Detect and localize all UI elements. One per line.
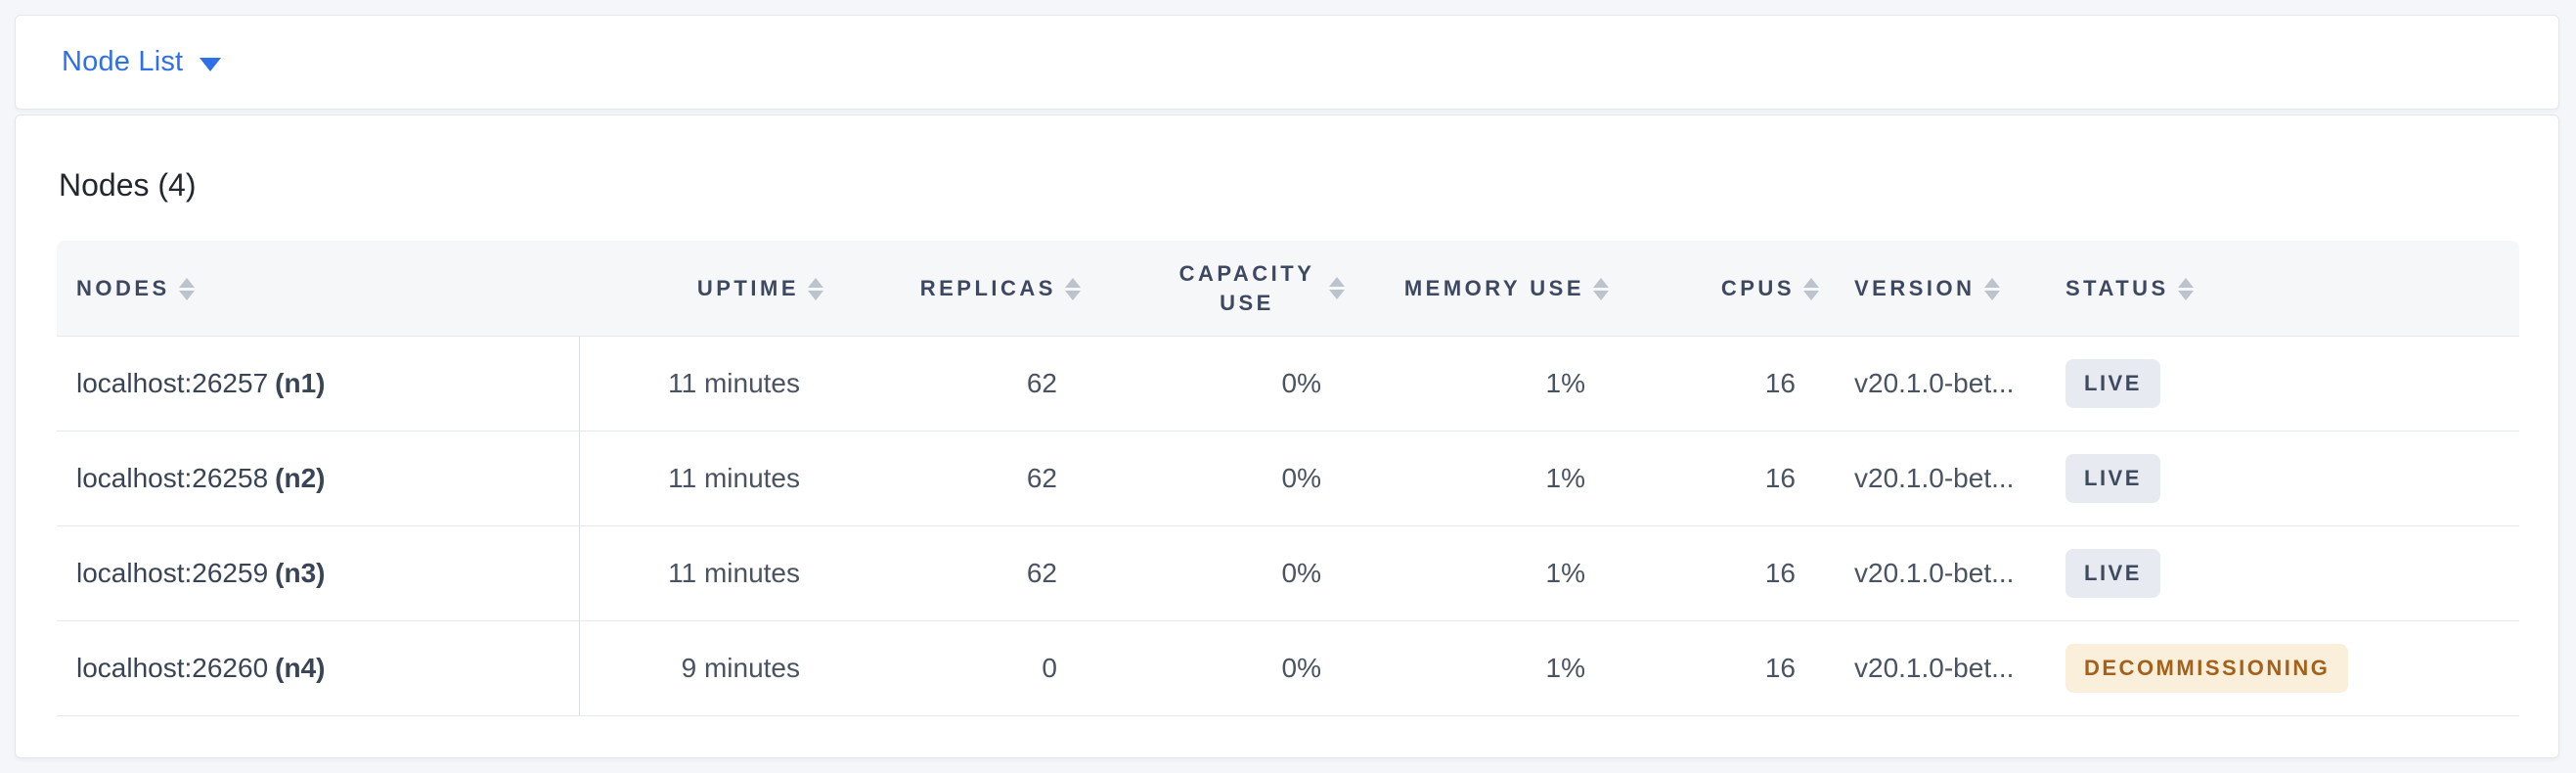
sort-icon xyxy=(1329,277,1345,299)
uptime-cell: 11 minutes xyxy=(580,432,829,526)
cpus-cell: 16 xyxy=(1615,621,1825,716)
cpus-cell: 16 xyxy=(1615,526,1825,621)
column-label-version: VERSION xyxy=(1854,276,1976,301)
cpus-cell: 16 xyxy=(1615,337,1825,432)
uptime-cell: 11 minutes xyxy=(580,337,829,432)
nodes-table: NODES UPTIME REPLICAS CAPACITY USE MEMOR… xyxy=(57,241,2519,716)
status-badge: LIVE xyxy=(2065,454,2160,503)
sort-icon xyxy=(1983,277,2000,300)
node-link[interactable]: localhost:26259 (n3) xyxy=(76,558,325,588)
column-header-nodes[interactable]: NODES xyxy=(57,241,580,337)
status-badge: DECOMMISSIONING xyxy=(2065,644,2349,693)
sort-icon xyxy=(1065,277,1081,300)
sort-icon xyxy=(178,277,195,300)
memory-use-cell: 1% xyxy=(1351,432,1615,526)
uptime-cell: 11 minutes xyxy=(580,526,829,621)
node-address: localhost:26257 xyxy=(76,368,269,398)
sort-icon xyxy=(808,277,823,300)
version-cell: v20.1.0-bet... xyxy=(1825,432,2050,526)
replicas-cell: 0 xyxy=(829,621,1087,716)
column-header-cpus[interactable]: CPUS xyxy=(1615,241,1825,337)
column-label-capacity-use: CAPACITY USE xyxy=(1178,260,1315,315)
capacity-use-cell: 0% xyxy=(1087,337,1351,432)
column-label-uptime: UPTIME xyxy=(696,276,799,301)
node-link[interactable]: localhost:26260 (n4) xyxy=(76,653,325,683)
table-row: localhost:26257 (n1) 11 minutes 62 0% 1% … xyxy=(57,337,2519,432)
memory-use-cell: 1% xyxy=(1351,621,1615,716)
table-row: localhost:26258 (n2) 11 minutes 62 0% 1% … xyxy=(57,432,2519,526)
column-label-replicas: REPLICAS xyxy=(919,276,1056,301)
column-label-memory-use: MEMORY USE xyxy=(1403,276,1584,301)
node-address: localhost:26258 xyxy=(76,463,269,493)
memory-use-cell: 1% xyxy=(1351,337,1615,432)
column-header-status[interactable]: STATUS xyxy=(2050,241,2519,337)
column-header-capacity-use[interactable]: CAPACITY USE xyxy=(1087,241,1351,337)
capacity-use-cell: 0% xyxy=(1087,526,1351,621)
uptime-cell: 9 minutes xyxy=(580,621,829,716)
replicas-cell: 62 xyxy=(829,337,1087,432)
column-header-version[interactable]: VERSION xyxy=(1825,241,2050,337)
table-row: localhost:26259 (n3) 11 minutes 62 0% 1% … xyxy=(57,526,2519,621)
view-selector-label[interactable]: Node List xyxy=(62,46,184,77)
node-link[interactable]: localhost:26257 (n1) xyxy=(76,368,325,398)
status-badge: LIVE xyxy=(2065,549,2160,598)
node-address: localhost:26259 xyxy=(76,558,269,588)
table-row: localhost:26260 (n4) 9 minutes 0 0% 1% 16… xyxy=(57,621,2519,716)
column-label-cpus: CPUS xyxy=(1720,276,1795,301)
node-id: (n4) xyxy=(275,653,326,683)
column-header-replicas[interactable]: REPLICAS xyxy=(829,241,1087,337)
cpus-cell: 16 xyxy=(1615,432,1825,526)
page-title: Nodes (4) xyxy=(59,167,197,203)
status-badge: LIVE xyxy=(2065,359,2160,408)
sort-icon xyxy=(1593,277,1609,300)
version-cell: v20.1.0-bet... xyxy=(1825,621,2050,716)
sort-icon xyxy=(1803,277,1819,300)
node-id: (n3) xyxy=(275,558,326,588)
node-id: (n1) xyxy=(275,368,326,398)
view-selector-dropdown[interactable]: Node List xyxy=(15,15,2559,110)
memory-use-cell: 1% xyxy=(1351,526,1615,621)
version-cell: v20.1.0-bet... xyxy=(1825,526,2050,621)
node-id: (n2) xyxy=(275,463,326,493)
version-cell: v20.1.0-bet... xyxy=(1825,337,2050,432)
column-header-uptime[interactable]: UPTIME xyxy=(580,241,829,337)
replicas-cell: 62 xyxy=(829,432,1087,526)
column-label-nodes: NODES xyxy=(76,276,170,301)
capacity-use-cell: 0% xyxy=(1087,621,1351,716)
column-header-memory-use[interactable]: MEMORY USE xyxy=(1351,241,1615,337)
node-link[interactable]: localhost:26258 (n2) xyxy=(76,463,325,493)
column-label-status: STATUS xyxy=(2065,276,2169,301)
replicas-cell: 62 xyxy=(829,526,1087,621)
capacity-use-cell: 0% xyxy=(1087,432,1351,526)
nodes-card: Nodes (4) NODES UPTIME REPLICAS xyxy=(15,114,2559,758)
node-address: localhost:26260 xyxy=(76,653,269,683)
table-header-row: NODES UPTIME REPLICAS CAPACITY USE MEMOR… xyxy=(57,241,2519,337)
chevron-down-icon xyxy=(200,57,222,71)
sort-icon xyxy=(2177,277,2194,300)
